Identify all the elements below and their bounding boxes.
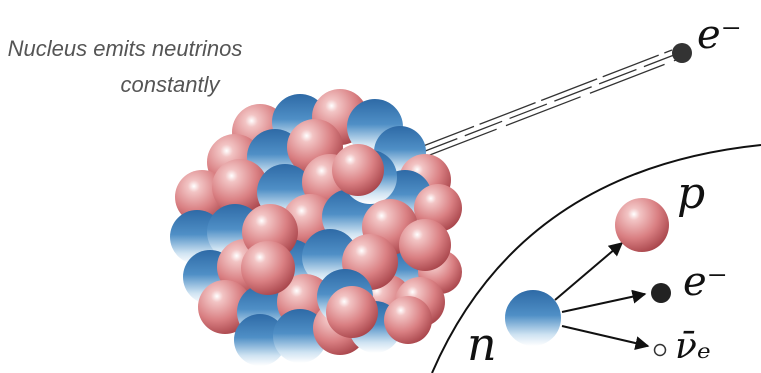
proton-ball [384, 296, 432, 344]
track-line [418, 50, 672, 148]
arrow [555, 243, 622, 300]
proton-label: p [677, 168, 705, 219]
proton [615, 198, 669, 252]
arrow [562, 326, 648, 346]
diagram: Nucleus emits neutrinos constantly e⁻ [0, 0, 761, 373]
nucleus [170, 89, 462, 366]
electron-track [418, 50, 676, 158]
neutron [505, 290, 561, 346]
track-line [420, 55, 674, 153]
proton-ball [399, 219, 451, 271]
proton-ball [332, 144, 384, 196]
proton-ball [326, 286, 378, 338]
arrow [562, 294, 645, 312]
page: {"caption": {"lines": ["Nucleus emits ne… [0, 0, 761, 373]
caption-line: Nucleus emits neutrinos [8, 36, 243, 61]
antineutrino-label: ν̄ₑ [675, 326, 711, 367]
antineutrino [655, 345, 666, 356]
track-line [422, 60, 676, 158]
neutron-label: n [467, 317, 497, 371]
electron [651, 283, 671, 303]
electron-label: e⁻ [697, 12, 742, 58]
proton-ball [241, 241, 295, 295]
caption-line: constantly [120, 72, 221, 97]
electron-dot [672, 43, 692, 63]
decay-arrows [555, 243, 648, 346]
electron-label: e⁻ [683, 259, 728, 305]
